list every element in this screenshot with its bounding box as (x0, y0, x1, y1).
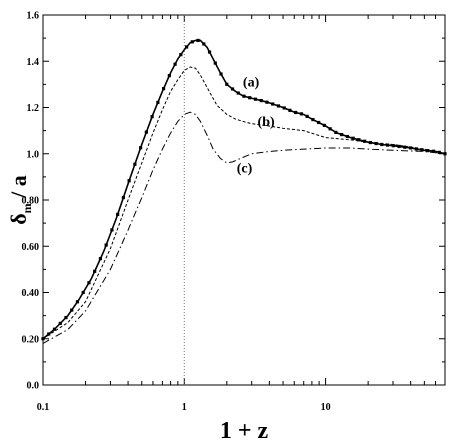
series-label-1: (a) (243, 76, 260, 91)
series-marker (305, 114, 309, 118)
series-marker (87, 281, 91, 285)
series-marker (391, 144, 395, 148)
series-marker (139, 146, 143, 150)
series-marker (282, 106, 286, 110)
series-marker (317, 120, 321, 125)
series-marker (81, 290, 85, 295)
series-marker (207, 50, 212, 54)
series-marker (271, 102, 275, 106)
series-marker (437, 150, 441, 154)
series-marker (52, 327, 57, 331)
series-marker (328, 127, 332, 131)
series-marker (340, 132, 344, 137)
x-tick-label: 0.1 (37, 402, 50, 413)
series-marker (58, 321, 62, 325)
y-tick-label: 0.40 (22, 288, 40, 299)
series-marker (156, 100, 160, 105)
series-marker (144, 130, 148, 134)
series-marker (380, 142, 384, 147)
y-axis-title: δm / a (6, 175, 34, 225)
series-marker (334, 130, 338, 134)
series-marker (110, 228, 114, 232)
series-marker (190, 40, 194, 44)
series-marker (150, 115, 154, 119)
series-marker (408, 146, 413, 150)
series-marker (368, 140, 372, 145)
series-marker (75, 300, 80, 304)
series-marker (179, 53, 183, 57)
series-marker (397, 144, 401, 149)
series-label-3: (c) (237, 161, 253, 176)
series-group (41, 38, 447, 344)
series-label-2: (b) (258, 115, 275, 130)
y-tick-label: 1.2 (27, 103, 40, 114)
series-marker (236, 91, 240, 95)
series-line-3 (42, 111, 446, 344)
series-marker (351, 136, 355, 140)
series-marker (47, 332, 51, 336)
series-marker (259, 98, 263, 103)
y-tick-label: 1.0 (27, 149, 40, 160)
plot-frame (42, 14, 446, 386)
series-marker (426, 149, 430, 153)
series-marker (299, 112, 304, 116)
series-marker (230, 87, 235, 91)
series-marker (345, 134, 349, 139)
series-marker (167, 74, 171, 78)
series-marker (121, 195, 125, 200)
series-marker (173, 62, 177, 66)
series-marker (265, 100, 269, 104)
series-marker (363, 139, 367, 143)
x-tick-label: 1 (182, 402, 187, 413)
series-marker (294, 110, 298, 115)
x-axis-title: 1 + z (220, 418, 269, 443)
y-axis-title-subscript: m (20, 203, 34, 213)
y-axis-title-main: δ (6, 213, 31, 224)
series-marker (116, 212, 120, 217)
series-marker (213, 61, 217, 65)
y-tick-label: 0.20 (22, 334, 40, 345)
series-marker (431, 149, 436, 153)
series-marker (311, 117, 315, 122)
y-tick-label: 0.0 (27, 381, 40, 392)
series-marker (93, 269, 97, 273)
series-marker (322, 123, 326, 127)
series-marker (385, 143, 390, 147)
y-axis-title-tail: / a (6, 175, 31, 203)
series-marker (276, 104, 281, 108)
series-marker (196, 38, 200, 43)
series-marker (64, 315, 68, 320)
series-line-2 (42, 66, 446, 340)
series-marker (414, 147, 418, 151)
series-marker (420, 148, 424, 152)
series-marker (288, 108, 292, 112)
series-labels: (a) (b) (c) (237, 76, 275, 177)
series-marker (104, 243, 108, 247)
y-tick-label: 0.80 (22, 196, 40, 207)
y-tick-label: 1.6 (27, 11, 40, 22)
series-marker (133, 162, 137, 166)
series-marker (374, 141, 378, 146)
series-marker (248, 96, 252, 100)
series-marker (162, 87, 166, 91)
series-marker (202, 42, 206, 46)
y-tick-label: 0.60 (22, 242, 40, 253)
x-tick-label: 10 (321, 402, 331, 413)
series-marker (403, 145, 407, 149)
axis-ticks: 0.0 0.20 0.40 0.60 0.80 1.0 1.2 1.4 1.6 0.1 1 10 (22, 11, 445, 413)
y-tick-label: 1.4 (27, 57, 40, 68)
series-marker (219, 72, 223, 76)
series-marker (127, 179, 131, 183)
series-marker (184, 45, 189, 49)
series-marker (357, 138, 361, 142)
series-marker (242, 94, 246, 98)
series-marker (70, 308, 74, 312)
series-marker (253, 97, 258, 101)
series-marker (98, 257, 103, 261)
series-marker (225, 82, 229, 86)
